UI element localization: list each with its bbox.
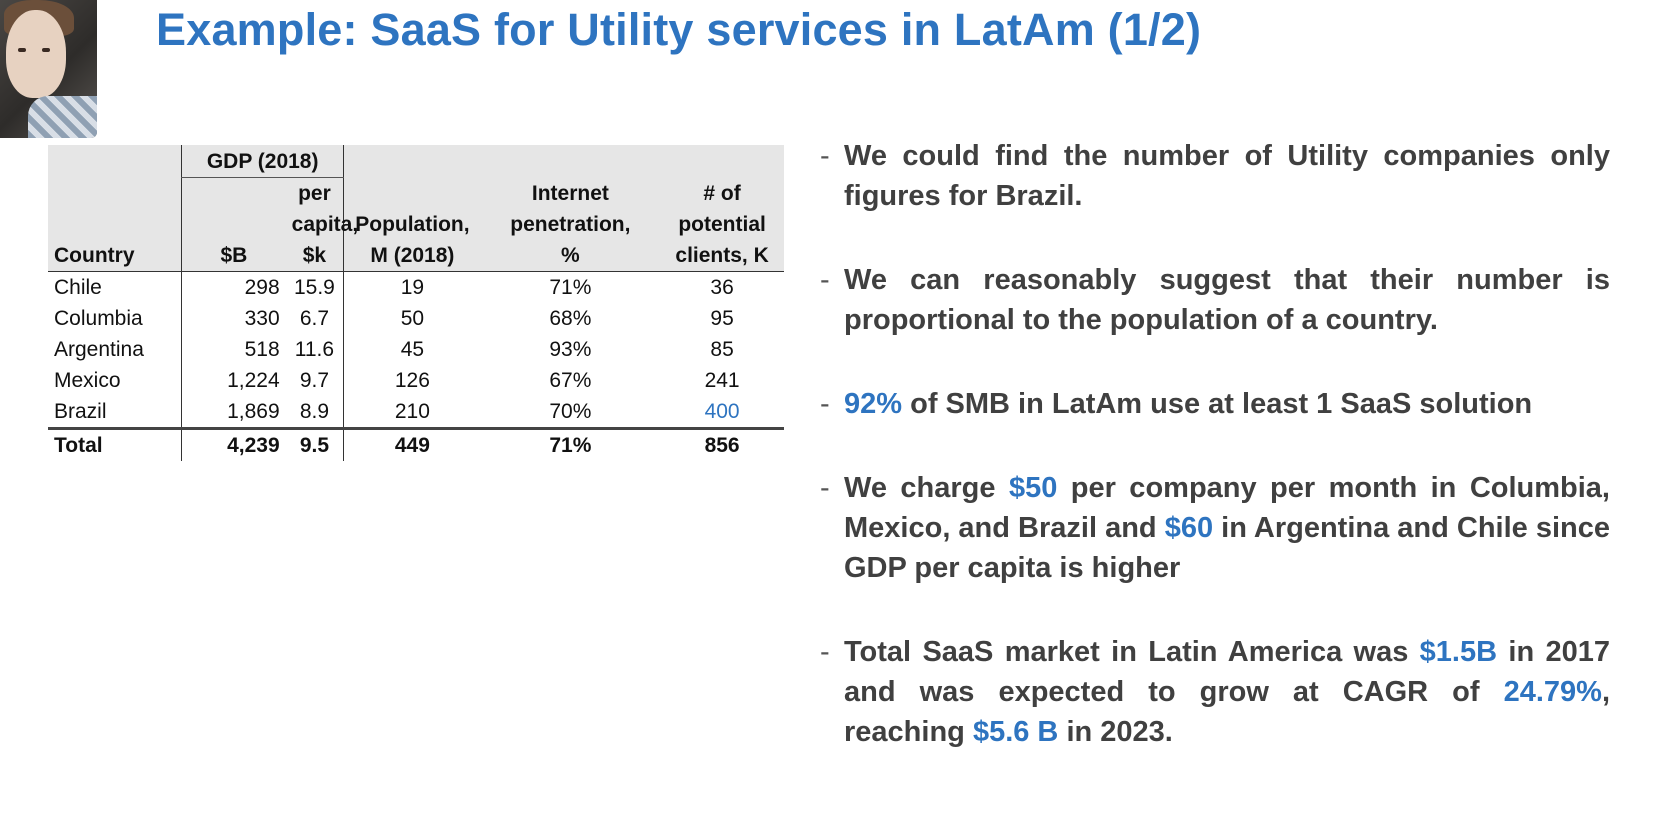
bullet-dash: - — [820, 472, 830, 504]
bullet-pricing: - We charge $50 per company per month in… — [820, 468, 1610, 588]
cell-total-clients: 856 — [660, 427, 784, 461]
market-table: GDP (2018) Country $B per capita, $k Pop… — [48, 145, 784, 461]
gdp-group-header: GDP (2018) — [181, 145, 345, 178]
cell-internet: 67% — [549, 369, 592, 392]
cell-total-per-capita: 9.5 — [285, 427, 345, 461]
table-header-row-1: GDP (2018) — [48, 145, 784, 178]
cell-total-internet: 71% — [480, 427, 661, 461]
cell-population: 19 — [400, 276, 425, 299]
cell-internet: 71% — [549, 276, 592, 299]
cell-clients: 241 — [704, 369, 740, 392]
cell-per-capita: 11.6 — [285, 334, 345, 365]
presenter-webcam — [0, 0, 97, 138]
cell-population: 126 — [394, 369, 430, 392]
cell-total-gdp: 4,239 — [181, 427, 286, 461]
bullet-smb-saas: - 92% of SMB in LatAm use at least 1 Saa… — [820, 384, 1610, 424]
cell-internet: 68% — [549, 307, 592, 330]
cell-total-population: 449 — [343, 427, 481, 461]
bullet-dash: - — [820, 264, 830, 296]
cell-population: 50 — [400, 307, 425, 330]
cell-clients-highlighted: 400 — [704, 400, 740, 423]
bullet-market-size: - Total SaaS market in Latin America was… — [820, 632, 1610, 752]
cell-clients: 85 — [710, 338, 734, 361]
cell-per-capita: 9.7 — [285, 365, 345, 396]
table-row: Mexico 1,224 9.7 126 67% 241 — [48, 365, 784, 396]
bullet-utility-companies: - We could find the number of Utility co… — [820, 136, 1610, 216]
cell-gdp: 1,869 — [181, 396, 286, 429]
bullet-dash: - — [820, 388, 830, 420]
cell-country: Brazil — [54, 400, 107, 423]
cell-population: 210 — [394, 400, 430, 423]
cell-country: Mexico — [54, 369, 121, 392]
cell-country: Chile — [54, 276, 102, 299]
table-header-row-2: Country $B per capita, $k Population, M … — [48, 177, 784, 272]
table-row: Brazil 1,869 8.9 210 70% 400 — [48, 396, 784, 429]
cell-per-capita: 15.9 — [285, 271, 345, 303]
cell-country: Columbia — [54, 307, 143, 330]
cell-clients: 95 — [710, 307, 734, 330]
bullet-dash: - — [820, 140, 830, 172]
cell-gdp: 1,224 — [181, 365, 286, 396]
header-country: Country — [48, 177, 182, 272]
cell-per-capita: 6.7 — [285, 303, 345, 334]
cell-gdp: 298 — [181, 271, 286, 303]
cell-internet: 93% — [549, 338, 592, 361]
table-row: Argentina 518 11.6 45 93% 85 — [48, 334, 784, 365]
webcam-face — [6, 10, 66, 98]
bullet-list: - We could find the number of Utility co… — [820, 136, 1610, 796]
table-row: Chile 298 15.9 19 71% 36 — [48, 271, 784, 303]
cell-clients: 36 — [710, 276, 734, 299]
header-gdp-b: $B — [181, 177, 286, 272]
cell-population: 45 — [400, 338, 425, 361]
bullet-dash: - — [820, 636, 830, 668]
slide-title: Example: SaaS for Utility services in La… — [156, 4, 1202, 55]
cell-per-capita: 8.9 — [285, 396, 345, 429]
header-gdp-per-capita: per capita, $k — [285, 177, 358, 272]
table-row: Columbia 330 6.7 50 68% 95 — [48, 303, 784, 334]
table-total-row: Total 4,239 9.5 449 71% 856 — [48, 427, 784, 461]
bullet-proportional: - We can reasonably suggest that their n… — [820, 260, 1610, 340]
cell-gdp: 518 — [181, 334, 286, 365]
webcam-eye-right — [42, 48, 50, 52]
webcam-eye-left — [18, 48, 26, 52]
cell-gdp: 330 — [181, 303, 286, 334]
cell-total-label: Total — [48, 427, 182, 461]
header-internet: Internet penetration, % — [480, 177, 661, 272]
cell-country: Argentina — [54, 338, 144, 361]
webcam-shirt — [28, 96, 97, 138]
header-clients: # of potential clients, K — [660, 177, 784, 272]
cell-internet: 70% — [549, 400, 592, 423]
header-population: Population, M (2018) — [343, 177, 481, 272]
